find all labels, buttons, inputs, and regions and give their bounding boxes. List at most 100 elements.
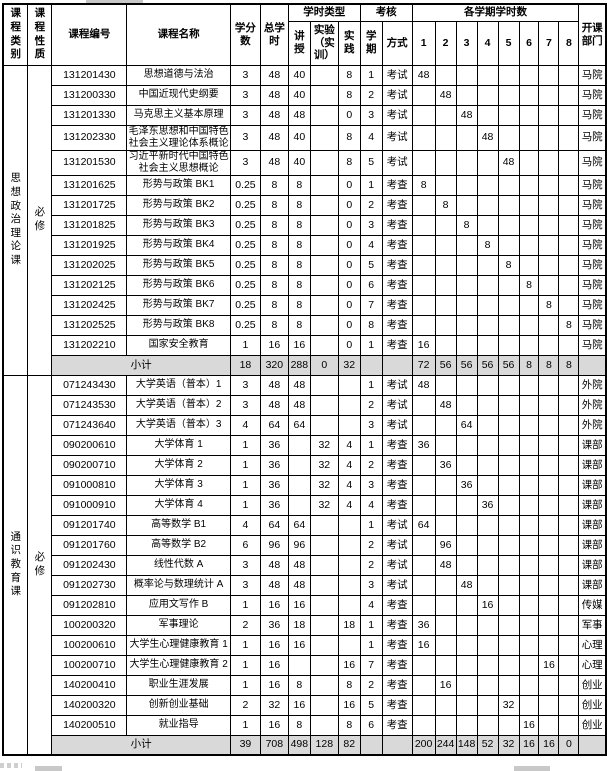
cell-course-code: 131201430 [51, 64, 128, 86]
cell-exam-semester: 4 [359, 234, 383, 256]
cell-exam-semester: 8 [359, 314, 383, 336]
cell-department: 马院 [578, 314, 607, 336]
cell-sem7-hours [538, 314, 560, 336]
cell-department: 课部 [578, 474, 607, 496]
cell-sem6-hours: 16 [518, 734, 540, 756]
cell-sem7-hours [538, 174, 560, 196]
cell-sem2-hours [434, 474, 457, 496]
cell-total-hours: 32 [259, 694, 289, 716]
cell-lecture-hours: 48 [287, 574, 311, 596]
cell-sem4-hours [476, 454, 499, 476]
cell-credits: 1 [229, 594, 261, 616]
cell-exam-semester: 7 [359, 654, 383, 676]
cell-course-code: 131202330 [51, 124, 128, 151]
cell-course-code: 091202430 [51, 554, 128, 576]
cell-course-code: 071243640 [51, 414, 128, 436]
cell-sem7-hours [538, 574, 560, 596]
cell-course-name: 军事理论 [126, 614, 231, 636]
course-row: 090200710 大学体育 2 1 36 32 4 2 考查 36 课部 [3, 454, 607, 476]
cell-sem5-hours: 32 [497, 734, 520, 756]
cell-total-hours: 8 [259, 234, 289, 256]
cell-credits: 18 [229, 354, 261, 376]
cell-department: 马院 [578, 214, 607, 236]
cell-total-hours: 64 [259, 514, 289, 536]
cell-total-hours: 36 [259, 614, 289, 636]
cell-department: 创业 [578, 694, 607, 716]
cell-lecture-hours: 40 [287, 64, 311, 86]
cell-practice-hours: 18 [337, 614, 361, 636]
cell-lab-hours [309, 104, 339, 126]
cell-total-hours: 16 [259, 714, 289, 736]
course-row: 071243640 大学英语（普本）3 4 64 64 3 考试 64 外院 [3, 414, 607, 436]
cell-lab-hours [309, 234, 339, 256]
cell-sem6-hours [518, 654, 540, 676]
cell-department: 马院 [578, 104, 607, 126]
cell-exam-method: 考查 [381, 254, 413, 276]
cell-sem5-hours [497, 84, 520, 106]
cell-sem4-hours [476, 314, 499, 336]
cell-practice-hours: 0 [337, 274, 361, 296]
cell-sem3-hours: 48 [455, 104, 478, 126]
subtotal-row: 小计 39 708 498 128 82 200 244 148 52 32 16 16 0 [3, 734, 607, 756]
cell-lecture-hours: 16 [287, 594, 311, 616]
cell-sem2-hours: 48 [434, 84, 457, 106]
cell-sem7-hours [538, 194, 560, 216]
cell-total-hours: 16 [259, 654, 289, 676]
cell-sem2-hours [434, 694, 457, 716]
cell-exam-semester: 2 [359, 534, 383, 556]
cell-practice-hours: 4 [337, 474, 361, 496]
cell-sem2-hours [434, 334, 457, 356]
cell-sem3-hours [455, 634, 478, 656]
cell-sem4-hours [476, 474, 499, 496]
cell-sem7-hours [538, 554, 560, 576]
cell-sem8-hours [558, 614, 580, 636]
cell-lab-hours [309, 394, 339, 416]
cell-sem1-hours [411, 314, 436, 336]
cell-course-name: 概率论与数理统计 A [126, 574, 231, 596]
cell-exam-method: 考查 [381, 454, 413, 476]
header-group-row: 课 程 类 别 课 程 性 质 课程编号 课程名称 学分 数 总学 时 学时类型… [2, 3, 607, 66]
cell-sem4-hours [476, 294, 499, 316]
cell-lecture-hours: 8 [287, 254, 311, 276]
cell-sem1-hours: 36 [411, 434, 436, 456]
cell-sem2-hours [434, 634, 457, 656]
cell-total-hours: 48 [259, 149, 289, 176]
header-credits: 学分 数 [229, 3, 261, 66]
cell-exam-semester: 3 [359, 414, 383, 436]
cell-lecture-hours: 16 [287, 634, 311, 656]
cell-lecture-hours [287, 494, 311, 516]
cell-sem8-hours [558, 714, 580, 736]
cell-credits: 3 [229, 104, 261, 126]
cell-course-code: 131201725 [51, 194, 128, 216]
cell-total-hours: 708 [259, 734, 289, 756]
cell-sem4-hours [476, 64, 499, 86]
cell-sem4-hours: 36 [476, 494, 499, 516]
cell-sem3-hours [455, 194, 478, 216]
cell-sem4-hours [476, 274, 499, 296]
cell-department: 外院 [578, 394, 607, 416]
cell-sem3-hours [455, 64, 478, 86]
section-category-label: 思 想 政 治 理 论 课 [2, 64, 29, 376]
cell-sem1-hours [411, 494, 436, 516]
cell-sem2-hours [434, 514, 457, 536]
cell-exam-semester: 4 [359, 594, 383, 616]
cell-exam-method: 考查 [381, 654, 413, 676]
cell-department: 马院 [578, 294, 607, 316]
cell-course-name: 应用文写作 B [126, 594, 231, 616]
cell-sem7-hours [538, 454, 560, 476]
cell-lecture-hours: 64 [287, 514, 311, 536]
cell-practice-hours: 0 [337, 214, 361, 236]
cell-exam-method: 考试 [381, 514, 413, 536]
cell-exam-semester: 2 [359, 394, 383, 416]
cell-sem4-hours: 8 [476, 234, 499, 256]
page-artifact-bottom-left-dashes [0, 763, 22, 768]
course-row: 091202430 线性代数 A 3 48 48 2 考试 48 课部 [3, 554, 607, 576]
cell-exam-semester: 3 [359, 214, 383, 236]
cell-sem5-hours [497, 294, 520, 316]
cell-exam-method: 考试 [381, 64, 413, 86]
cell-sem7-hours [538, 149, 560, 176]
cell-sem1-hours [411, 534, 436, 556]
cell-credits: 0.25 [229, 174, 261, 196]
cell-sem3-hours [455, 534, 478, 556]
cell-sem5-hours: 48 [497, 149, 520, 176]
